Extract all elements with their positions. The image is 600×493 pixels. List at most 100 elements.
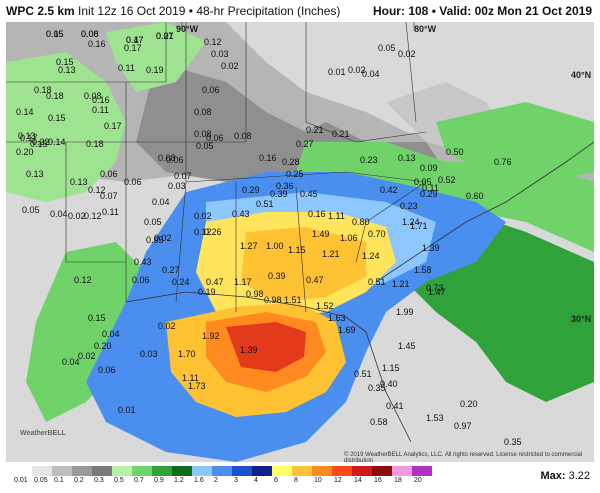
legend-tick-label: 0.3: [94, 477, 104, 484]
precip-value-label: 0.08: [81, 29, 99, 39]
precip-value-label: 0.09: [420, 163, 438, 173]
gulf-red-core: [226, 322, 306, 372]
precip-value-label: 0.26: [204, 227, 222, 237]
lon-label-90: 90°W: [176, 24, 199, 34]
precip-value-label: 0.15: [46, 29, 64, 39]
precip-value-label: 0.51: [256, 199, 274, 209]
precip-value-label: 0.05: [46, 29, 64, 39]
precip-value-label: 0.16: [92, 95, 110, 105]
precip-value-label: 0.52: [438, 175, 456, 185]
precip-value-label: 0.18: [46, 91, 64, 101]
precip-value-label: 0.47: [206, 277, 224, 287]
precip-value-label: 0.03: [211, 49, 229, 59]
legend-swatch: [32, 466, 52, 476]
precip-value-label: 0.43: [232, 209, 250, 219]
precip-value-label: 0.12: [74, 275, 92, 285]
precip-value-label: 1.49: [312, 229, 330, 239]
precip-value-label: 1.73: [188, 381, 206, 391]
precip-value-label: 0.05: [196, 141, 214, 151]
precip-value-label: 0.17: [126, 35, 144, 45]
legend-tick-label: 4: [254, 477, 258, 484]
precip-value-label: 0.58: [370, 417, 388, 427]
init-text: Init 12z 16 Oct 2019 • 48-hr Precipitati…: [78, 4, 341, 18]
precip-value-label: 0.08: [194, 129, 212, 139]
legend-swatch: [292, 466, 312, 476]
legend-tick-label: 3: [234, 477, 238, 484]
precip-value-label: 0.22: [32, 137, 50, 147]
precip-value-label: 0.21: [306, 125, 324, 135]
precip-value-label: 0.47: [126, 35, 144, 45]
precip-value-label: 0.20: [460, 399, 478, 409]
west-green-zone: [6, 52, 126, 202]
weatherbell-logo: WeatherBELL: [20, 430, 66, 437]
precip-value-label: 1.27: [240, 241, 258, 251]
precip-value-label: 0.04: [362, 69, 380, 79]
precip-value-label: 0.36: [276, 181, 294, 191]
legend-tick-label: 1.2: [174, 477, 184, 484]
precip-value-label: 1.45: [398, 341, 416, 351]
precip-value-label: 0.07: [156, 31, 174, 41]
precip-value-label: 0.02: [158, 321, 176, 331]
precip-value-label: 0.21: [332, 129, 350, 139]
precip-value-label: 0.98: [264, 295, 282, 305]
precip-value-label: 0.05: [22, 205, 40, 215]
legend-swatch: [72, 466, 92, 476]
orange-core: [241, 227, 366, 302]
precip-value-label: 0.25: [286, 169, 304, 179]
precip-value-label: 0.19: [146, 65, 164, 75]
precip-value-label: 0.29: [420, 189, 438, 199]
precip-value-label: 0.15: [48, 113, 66, 123]
legend-swatch: [412, 466, 432, 476]
precip-value-label: 0.06: [124, 177, 142, 187]
legend-swatch: [12, 466, 32, 476]
precip-value-label: 1.58: [414, 265, 432, 275]
precip-value-label: 1.71: [410, 221, 428, 231]
legend-tick-label: 1.6: [194, 477, 204, 484]
precip-value-label: 0.07: [100, 191, 118, 201]
precip-value-label: 0.19: [198, 287, 216, 297]
title-left: WPC 2.5 km Init 12z 16 Oct 2019 • 48-hr …: [6, 4, 340, 18]
precip-value-label: 0.06: [166, 155, 184, 165]
legend-tick-label: 0.05: [34, 477, 48, 484]
precip-value-label: 0.08: [84, 91, 102, 101]
precip-value-label: 1.11: [182, 373, 199, 383]
precip-value-label: 0.16: [259, 153, 277, 163]
precip-value-label: 0.76: [494, 157, 512, 167]
precip-value-label: 1.39: [422, 243, 440, 253]
map-canvas: [6, 22, 594, 462]
legend-swatch: [172, 466, 192, 476]
precip-value-label: 1.24: [402, 217, 420, 227]
precip-value-label: 0.39: [270, 189, 288, 199]
precip-value-label: 0.11: [92, 105, 109, 115]
precip-value-label: 0.17: [104, 121, 122, 131]
hour-label: Hour:: [372, 4, 405, 18]
precip-value-label: 1.99: [396, 307, 414, 317]
precip-value-label: 0.14: [16, 107, 34, 117]
precip-value-label: 0.50: [446, 147, 464, 157]
legend-swatch: [272, 466, 292, 476]
precip-value-label: 0.02: [398, 49, 416, 59]
legend-tick-label: 8: [294, 477, 298, 484]
precip-value-label: 1.70: [178, 349, 196, 359]
precip-value-label: 0.02: [194, 211, 212, 221]
precip-value-label: 0.24: [172, 277, 190, 287]
precip-value-label: 1.53: [426, 413, 444, 423]
valid-label: Valid:: [439, 4, 472, 18]
legend-tick-label: 6: [274, 477, 278, 484]
precip-value-label: 0.03: [168, 181, 186, 191]
legend-swatch: [392, 466, 412, 476]
precip-value-label: 0.51: [354, 369, 372, 379]
precip-legend: 0.01 0.05 0.1 0.2 0.3 0.5 0.7 0.9 1.2 1.6 2 3 4 6 8 10 1…: [12, 466, 432, 484]
precip-value-label: 0.43: [134, 257, 152, 267]
precip-value-label: 1.24: [362, 251, 380, 261]
model-name: WPC 2.5 km: [6, 4, 75, 18]
precip-value-label: 1.63: [328, 313, 346, 323]
precip-value-label: 0.29: [242, 185, 260, 195]
precip-value-label: 0.35: [504, 437, 522, 447]
precip-value-label: 0.06: [98, 365, 116, 375]
precip-value-label: 0.23: [360, 155, 378, 165]
precip-value-label: 0.06: [81, 29, 99, 39]
lat-label-30: 30°N: [571, 314, 592, 324]
precip-value-label: 0.21: [156, 31, 174, 41]
precip-value-label: 1.21: [322, 249, 340, 259]
